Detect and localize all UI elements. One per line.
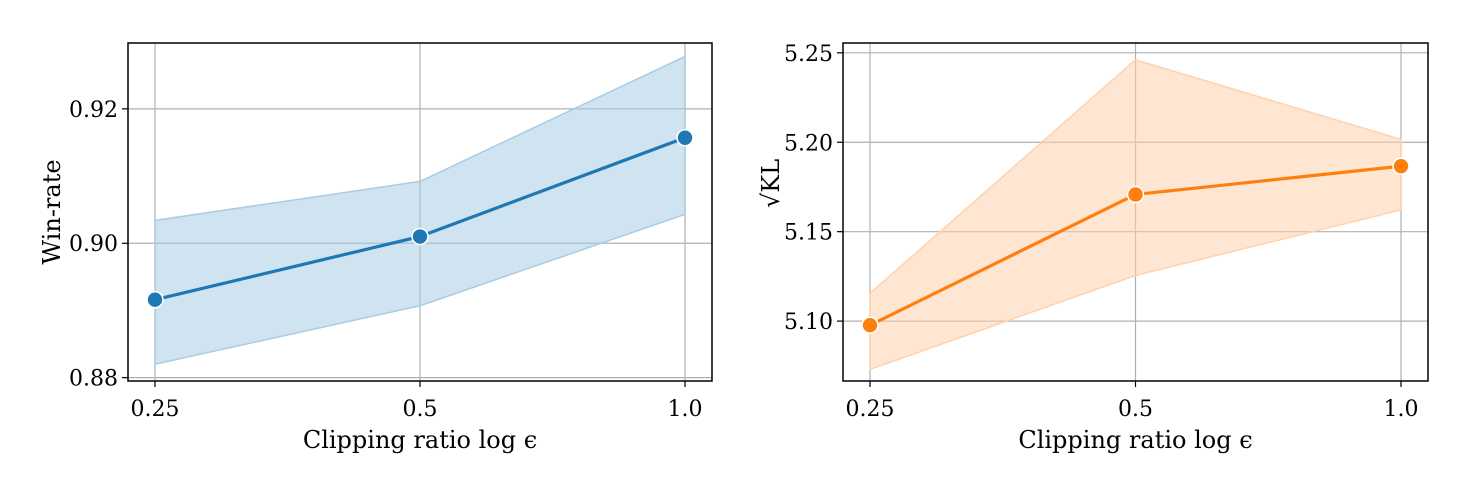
x-tick-label: 1.0 <box>1384 397 1419 422</box>
y-tick-label: 5.15 <box>784 221 833 246</box>
data-point <box>676 128 694 147</box>
x-axis-label: Clipping ratio log ϵ <box>303 426 537 454</box>
y-tick-label: 5.25 <box>784 42 833 67</box>
y-axis-label: Win-rate <box>38 159 66 264</box>
data-point <box>1126 185 1145 204</box>
x-tick-label: 0.5 <box>403 397 438 422</box>
data-point <box>411 227 429 246</box>
data-point <box>1392 157 1410 176</box>
x-tick-label: 1.0 <box>668 397 703 422</box>
y-tick-label: 5.20 <box>784 131 833 156</box>
confidence-band <box>869 58 1402 371</box>
y-axis-label: √KL <box>757 159 785 208</box>
y-tick-label: 5.10 <box>784 310 833 335</box>
data-point <box>146 290 164 309</box>
chart-panel-1: 0.88 0.90 0.92 0.25 0.5 1.0 Clipping ratio log… <box>38 42 713 454</box>
x-tick-label: 0.5 <box>1118 397 1153 422</box>
y-axis-label-text: √KL <box>757 159 785 208</box>
confidence-band <box>154 55 686 366</box>
chart-panel-2: 5.10 5.15 5.20 5.25 0.25 0.5 1.0 Clipping ratio… <box>757 42 1429 454</box>
data-point <box>861 316 879 335</box>
y-tick-label: 0.92 <box>69 98 118 123</box>
x-axis-label: Clipping ratio log ϵ <box>1018 426 1252 454</box>
y-tick-label: 0.90 <box>69 232 118 257</box>
x-tick-label: 0.25 <box>131 397 180 422</box>
x-tick-label: 0.25 <box>846 397 895 422</box>
y-tick-label: 0.88 <box>69 367 118 392</box>
